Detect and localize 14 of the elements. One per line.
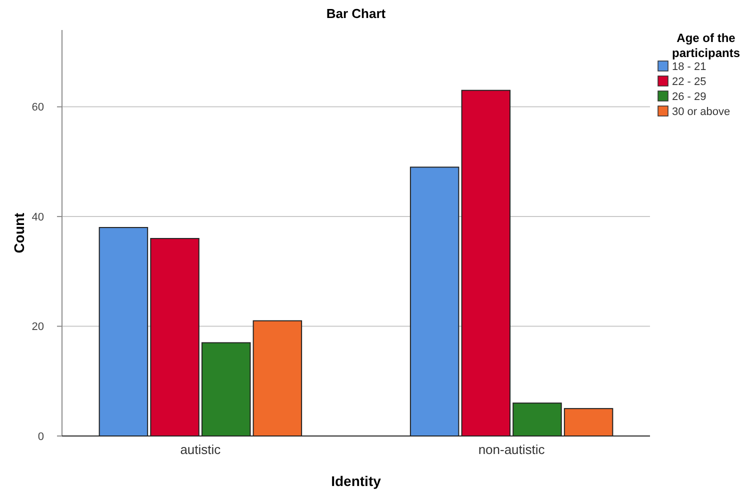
y-tick-label: 20 (32, 321, 44, 334)
legend-title: Age of the participants (672, 31, 740, 60)
y-axis-title: Count (11, 212, 27, 254)
legend-label: 22 - 25 (672, 76, 706, 88)
y-tick-label: 40 (32, 211, 44, 224)
legend-label: 18 - 21 (672, 61, 706, 73)
x-tick-label: non-autistic (478, 442, 546, 457)
legend-label: 30 or above (672, 106, 730, 118)
legend-label: 26 - 29 (672, 91, 706, 103)
x-axis-title: Identity (331, 473, 382, 489)
chart-title: Bar Chart (326, 6, 386, 21)
y-tick-label: 60 (32, 102, 44, 114)
x-tick-label: autistic (180, 442, 222, 457)
y-tick-label: 0 (38, 430, 44, 443)
